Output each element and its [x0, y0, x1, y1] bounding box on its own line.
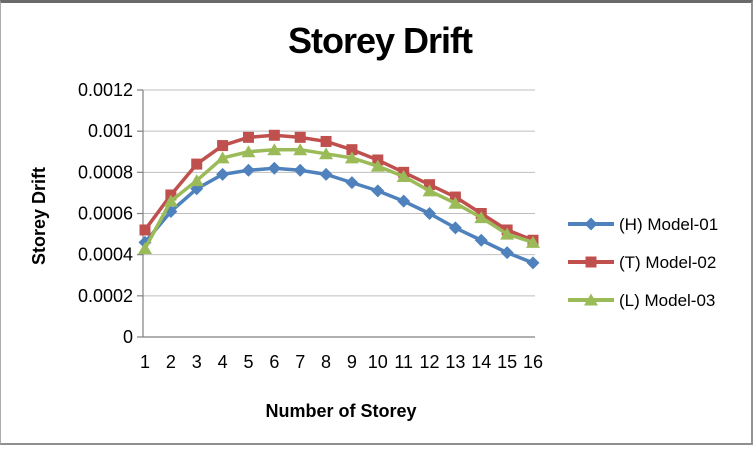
series-1-marker — [191, 158, 203, 170]
plot-series — [138, 129, 540, 270]
series-2-marker — [474, 211, 489, 224]
series-2-marker — [138, 241, 152, 254]
series-2-marker — [448, 196, 463, 209]
series-0-marker — [345, 176, 359, 190]
x-axis-tick-labels: 1 2 3 4 5 6 7 8 9 10 11 12 13 14 15 16 — [140, 352, 543, 372]
axes — [137, 89, 535, 338]
x-axis-title: Number of Storey — [265, 401, 416, 421]
x-tick-label: 2 — [166, 352, 176, 372]
y-tick-label: 0.0002 — [78, 286, 133, 306]
x-tick-label: 15 — [497, 352, 517, 372]
series-0-marker — [319, 167, 333, 181]
x-tick-label: 12 — [420, 352, 440, 372]
series-0-marker — [216, 167, 230, 181]
series-1-marker — [139, 224, 151, 236]
series-0-marker — [371, 184, 385, 198]
series-2-marker — [500, 227, 515, 240]
x-tick-label: 5 — [243, 352, 253, 372]
series-0-marker — [293, 163, 307, 177]
series-0-marker — [267, 161, 281, 175]
x-tick-label: 7 — [295, 352, 305, 372]
series-1-marker — [294, 131, 306, 143]
legend — [568, 217, 614, 306]
series-2-marker — [370, 159, 385, 172]
series-2-marker — [189, 174, 204, 187]
series-1-marker — [268, 129, 280, 141]
gridlines — [143, 89, 535, 297]
legend-marker-square — [585, 256, 597, 268]
series-0-marker — [241, 163, 255, 177]
legend-label-model-02: (T) Model-02 — [619, 253, 716, 272]
series-line-0 — [143, 166, 535, 265]
legend-item-0 — [568, 217, 614, 231]
x-tick-label: 6 — [269, 352, 279, 372]
series-2-marker — [241, 145, 256, 158]
series-2-marker — [526, 235, 540, 248]
x-tick-label: 9 — [347, 352, 357, 372]
y-axis-tick-labels: 0 0.0002 0.0004 0.0006 0.0008 0.001 0.0012 — [78, 80, 133, 347]
y-tick-label: 0.0004 — [78, 245, 133, 265]
series-2-marker — [267, 143, 282, 156]
x-tick-label: 4 — [218, 352, 228, 372]
series-1-marker — [217, 140, 229, 152]
series-line-1 — [143, 133, 535, 243]
legend-label-model-03: (L) Model-03 — [619, 291, 715, 310]
series-0-marker — [474, 233, 488, 247]
series-1-marker — [320, 135, 332, 147]
series-0-marker — [448, 221, 462, 235]
series-0-marker — [397, 194, 411, 208]
series-2-marker — [319, 147, 334, 160]
series-2-marker — [344, 151, 359, 164]
y-tick-label: 0.0012 — [78, 80, 133, 100]
series-2-marker — [163, 194, 178, 207]
x-tick-label: 10 — [368, 352, 388, 372]
chart-title: Storey Drift — [288, 20, 473, 61]
y-tick-label: 0.0008 — [78, 162, 133, 182]
x-tick-label: 11 — [394, 352, 413, 372]
y-tick-label: 0.001 — [88, 121, 133, 141]
series-2-marker — [215, 151, 230, 164]
x-tick-label: 8 — [321, 352, 331, 372]
series-2-marker — [293, 143, 308, 156]
legend-marker-triangle — [584, 293, 598, 306]
series-1-marker — [346, 144, 358, 156]
legend-marker-diamond — [584, 217, 598, 231]
legend-label-model-01: (H) Model-01 — [619, 215, 718, 234]
y-tick-label: 0.0006 — [78, 204, 133, 224]
y-axis-title: Storey Drift — [29, 167, 49, 265]
x-tick-label: 13 — [445, 352, 465, 372]
x-tick-label: 1 — [140, 352, 150, 372]
x-tick-label: 14 — [471, 352, 491, 372]
y-tick-label: 0 — [123, 327, 133, 347]
series-2-marker — [422, 184, 437, 197]
series-line-2 — [143, 147, 535, 251]
series-0-marker — [526, 256, 540, 270]
x-tick-label: 16 — [523, 352, 543, 372]
series-2-marker — [396, 169, 411, 182]
legend-item-2 — [568, 293, 614, 306]
series-1-marker — [242, 131, 254, 143]
x-tick-label: 3 — [192, 352, 202, 372]
legend-item-1 — [568, 256, 614, 268]
series-0-marker — [500, 246, 514, 260]
series-0-marker — [423, 207, 437, 220]
